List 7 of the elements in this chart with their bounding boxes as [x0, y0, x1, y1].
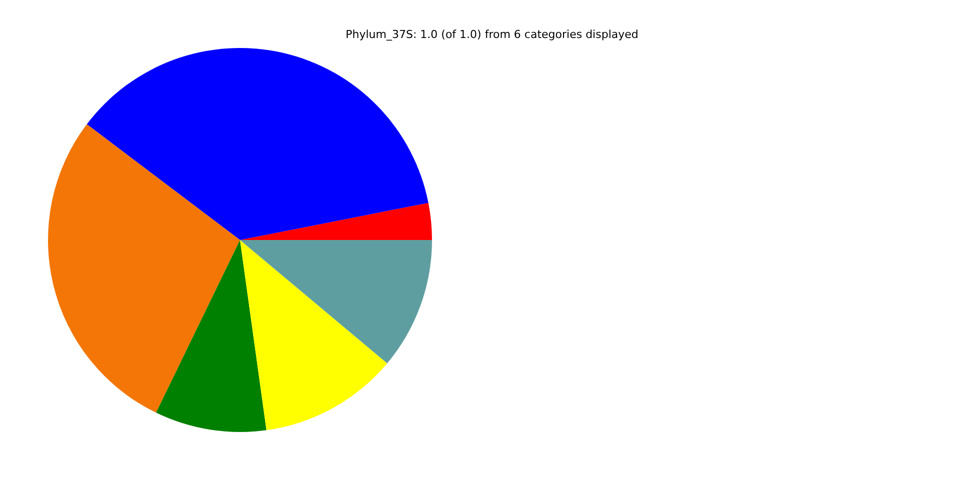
pie-slice — [48, 124, 240, 413]
pie-slice — [240, 202, 432, 240]
text: Phylum_37S: 1.0 (of 1.0) from 6 categories displayed — [346, 28, 638, 41]
pie-slice — [240, 240, 388, 430]
pie-slice — [156, 240, 266, 432]
pie-slice — [86, 48, 428, 240]
pie-slice — [240, 240, 432, 364]
